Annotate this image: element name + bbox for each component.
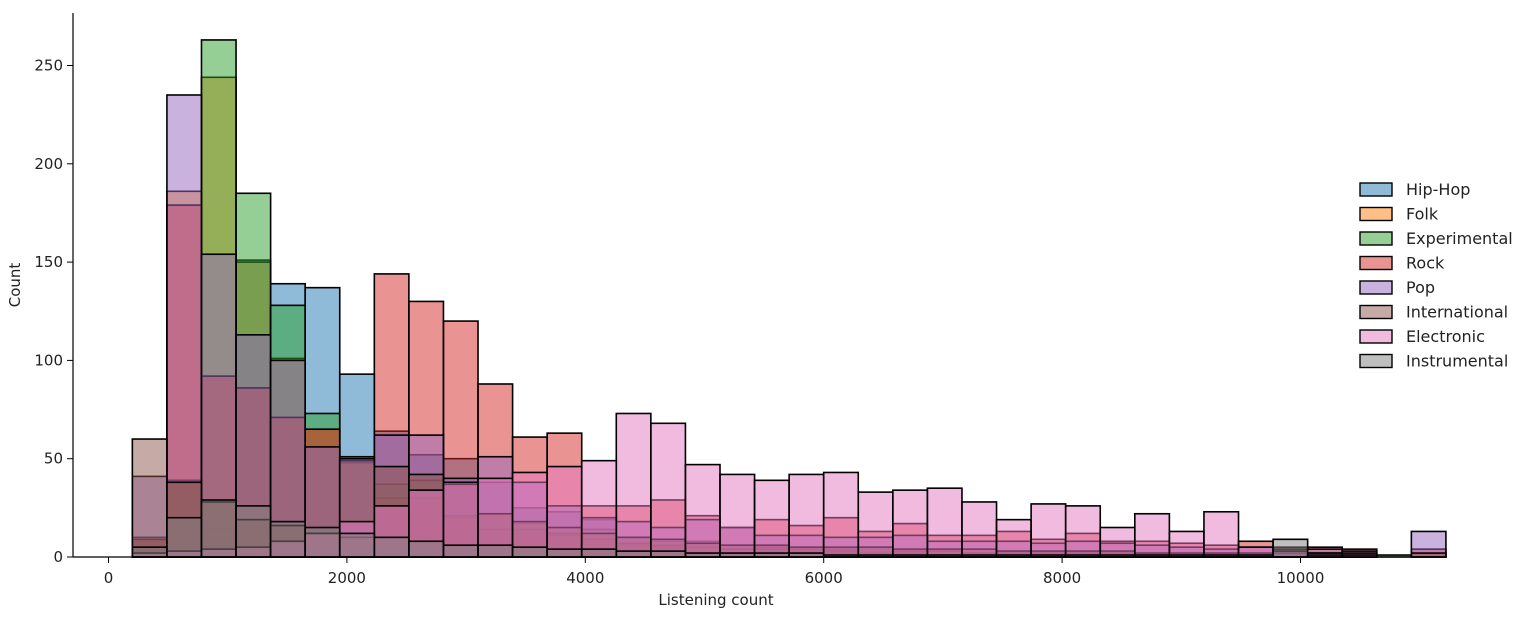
legend-item: Rock: [1359, 254, 1445, 273]
histogram-bar: [857, 491, 894, 558]
histogram-bar: [1410, 552, 1447, 558]
legend-label: Hip-Hop: [1406, 180, 1470, 199]
histogram-bar: [338, 532, 376, 558]
histogram-bar: [166, 516, 203, 558]
x-tick-label: 8000: [1043, 569, 1081, 587]
legend-label: Rock: [1406, 254, 1445, 273]
legend-swatch: [1359, 304, 1393, 320]
legend: Hip-Hop Folk Experimental Rock Pop Internatio…: [1359, 180, 1513, 371]
histogram-bar: [1134, 512, 1171, 558]
histogram-bar: [615, 412, 652, 558]
x-ticks: 0 2000 4000 6000 8000 10000: [104, 557, 1325, 587]
histogram-bar: [822, 471, 860, 558]
legend-item: Pop: [1359, 278, 1435, 297]
histogram-bar: [442, 544, 479, 558]
legend-swatch: [1359, 255, 1393, 271]
histogram-bar: [373, 536, 410, 558]
y-tick-label: 250: [34, 57, 63, 75]
histogram-bar: [131, 546, 168, 558]
y-ticks: 0 50 100 150 200 250: [34, 57, 73, 566]
legend-swatch: [1359, 329, 1393, 344]
histogram-bar: [580, 548, 618, 558]
histogram-bar: [546, 465, 583, 558]
histogram-bar: [926, 487, 963, 558]
histogram-bar: [580, 459, 618, 558]
x-tick-label: 4000: [566, 569, 604, 587]
histogram-bar: [1375, 554, 1413, 558]
histogram-bar: [546, 548, 583, 558]
y-tick-label: 0: [53, 548, 63, 566]
histogram-bar: [892, 489, 929, 558]
histogram-bar: [615, 550, 652, 558]
y-axis-label: Count: [6, 263, 24, 308]
y-tick-label: 50: [44, 450, 63, 468]
histogram-bar: [1168, 530, 1205, 558]
histogram-bar: [1030, 503, 1067, 558]
histogram-bar: [269, 520, 306, 558]
histogram-bar: [1272, 538, 1309, 558]
histogram-bar: [200, 499, 237, 558]
legend-label: Experimental: [1406, 229, 1513, 248]
legend-swatch: [1359, 231, 1393, 246]
histogram-bars: [131, 39, 1447, 558]
histogram-bar: [131, 438, 168, 558]
histogram-bar: [753, 479, 790, 558]
histogram-bar: [1203, 510, 1240, 558]
histogram-bar: [995, 518, 1032, 558]
legend-item: Experimental: [1359, 229, 1513, 248]
histogram-bar: [650, 550, 687, 558]
legend-swatch: [1359, 353, 1393, 369]
legend-swatch: [1359, 280, 1393, 295]
histogram-bar: [511, 546, 548, 558]
y-tick-label: 150: [34, 253, 63, 271]
histogram-bar: [511, 471, 548, 558]
histogram-bar: [1099, 526, 1136, 558]
legend-label: Electronic: [1406, 327, 1485, 346]
y-tick-label: 200: [34, 155, 63, 173]
legend-item: International: [1359, 303, 1508, 322]
x-axis-label: Listening count: [658, 591, 773, 609]
legend-swatch: [1359, 182, 1393, 197]
histogram-bar: [477, 544, 514, 558]
legend-label: International: [1406, 303, 1508, 322]
histogram-bar: [684, 463, 721, 558]
legend-item: Electronic: [1359, 327, 1485, 346]
legend-label: Instrumental: [1406, 352, 1508, 371]
legend-label: Folk: [1406, 205, 1439, 224]
legend-item: Folk: [1359, 205, 1439, 224]
x-tick-label: 0: [104, 569, 114, 587]
histogram-bar: [304, 526, 341, 558]
x-tick-label: 6000: [805, 569, 843, 587]
histogram-bar: [408, 540, 445, 558]
legend-swatch: [1359, 206, 1393, 222]
y-tick-label: 100: [34, 351, 63, 369]
legend-item: Hip-Hop: [1359, 180, 1470, 199]
legend-item: Instrumental: [1359, 352, 1508, 371]
histogram-bar: [650, 422, 687, 558]
histogram-bar: [235, 505, 272, 558]
histogram-bar: [961, 501, 998, 558]
histogram-bar: [719, 473, 756, 558]
histogram-bar: [1064, 505, 1102, 558]
x-tick-label: 2000: [328, 569, 366, 587]
axes: [72, 13, 1359, 558]
x-tick-label: 10000: [1277, 569, 1325, 587]
histogram-bar: [788, 473, 825, 558]
legend-label: Pop: [1406, 278, 1435, 297]
